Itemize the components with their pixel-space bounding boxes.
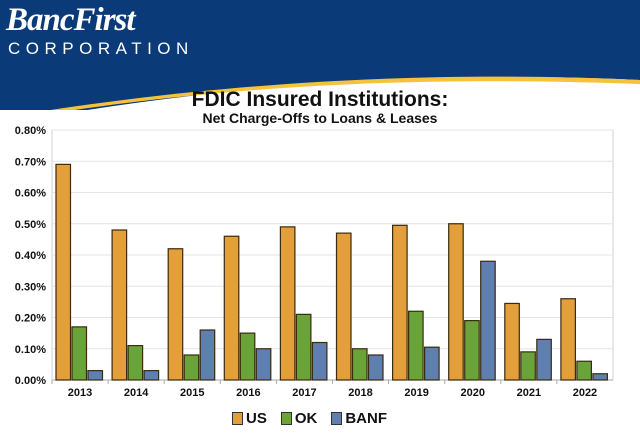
bar-ok-2014 [127, 345, 144, 381]
logo-subtitle: CORPORATION [8, 39, 194, 58]
bar-ok-2022 [576, 360, 593, 381]
bar-us-2019 [392, 224, 408, 381]
logo-wordmark: BancFirst [6, 2, 136, 38]
bar-banf-2019 [424, 346, 440, 381]
x-tick-label: 2017 [292, 387, 316, 399]
legend-swatch-ok [280, 412, 292, 425]
x-tick-label: 2021 [517, 387, 541, 399]
bar-ok-2017 [295, 313, 312, 381]
bar-banf-2014 [143, 370, 160, 381]
banner-gold-swoosh [50, 76, 640, 110]
bar-banf-2021 [536, 338, 552, 381]
x-tick-label: 2015 [180, 387, 204, 399]
bar-ok-2020 [464, 320, 480, 381]
x-tick-label: 2018 [348, 387, 372, 399]
x-tick-label: 2019 [404, 387, 428, 399]
y-tick-label: 0.40% [15, 250, 46, 262]
bar-banf-2020 [480, 260, 496, 381]
header-banner [0, 0, 640, 110]
bar-us-2016 [223, 235, 240, 381]
x-tick-label: 2014 [124, 387, 149, 399]
y-tick-label: 0.60% [15, 188, 46, 200]
bar-us-2018 [335, 232, 352, 381]
bar-us-2022 [560, 298, 577, 381]
legend-swatch-banf [331, 412, 343, 425]
bar-banf-2016 [255, 348, 272, 381]
legend-label-ok: OK [294, 410, 318, 427]
x-tick-label: 2013 [68, 387, 92, 399]
banner-blue [0, 0, 640, 110]
bar-us-2014 [111, 229, 128, 381]
bar-banf-2017 [311, 341, 328, 381]
y-tick-label: 0.10% [15, 344, 46, 356]
legend-item-us: US [232, 410, 267, 427]
legend-label-us: US [246, 410, 267, 427]
chart-subtitle: Net Charge-Offs to Loans & Leases [202, 110, 438, 126]
y-tick-label: 0.20% [15, 313, 46, 325]
y-tick-label: 0.80% [15, 125, 46, 137]
bar-banf-2018 [367, 354, 384, 381]
bar-us-2021 [504, 302, 520, 381]
bar-us-2020 [448, 223, 464, 381]
legend-item-ok: OK [280, 410, 318, 427]
bar-ok-2015 [183, 354, 200, 381]
y-tick-label: 0.30% [15, 281, 46, 293]
y-tick-label: 0.70% [15, 156, 46, 168]
legend-swatch-us [232, 412, 243, 425]
x-tick-label: 2022 [573, 387, 597, 399]
bar-us-2015 [167, 248, 184, 381]
bar-ok-2019 [408, 310, 424, 381]
chart-title: FDIC Insured Institutions: [191, 88, 449, 111]
legend-item-banf: BANF [331, 410, 387, 427]
bar-banf-2015 [199, 329, 216, 381]
y-tick-label: 0.00% [15, 375, 46, 387]
bar-banf-2022 [592, 373, 609, 381]
bar-banf-2013 [87, 370, 104, 381]
bar-ok-2021 [520, 351, 536, 381]
bar-ok-2018 [351, 348, 368, 381]
legend: US OK BANF [232, 410, 387, 427]
x-tick-label: 2020 [461, 387, 485, 399]
legend-label-banf: BANF [345, 410, 388, 427]
x-tick-label: 2016 [236, 387, 260, 399]
bar-ok-2016 [239, 332, 256, 381]
bar-us-2013 [55, 163, 72, 381]
bar-ok-2013 [71, 326, 88, 381]
y-tick-label: 0.50% [15, 219, 46, 231]
bar-us-2017 [279, 226, 296, 381]
